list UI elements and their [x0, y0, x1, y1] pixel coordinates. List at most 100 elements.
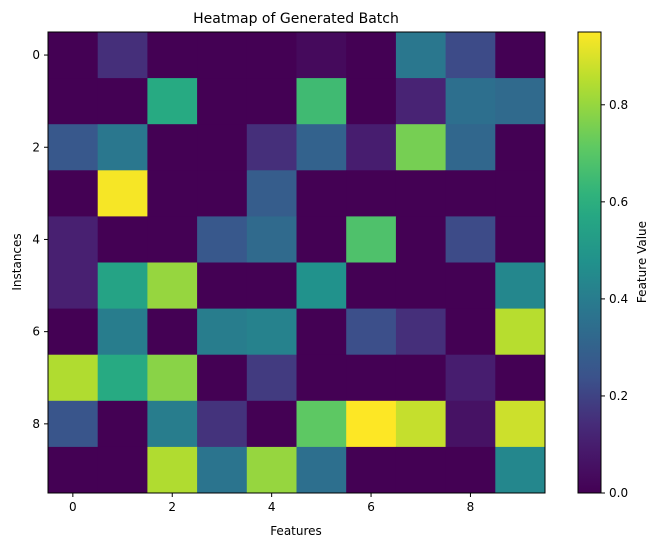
heatmap-cell [445, 32, 496, 79]
colorbar-tick-label: 0.4 [609, 292, 628, 306]
heatmap-cell [97, 124, 148, 171]
heatmap-cell [495, 124, 546, 171]
heatmap-cell [346, 32, 397, 79]
heatmap-cell [445, 170, 496, 217]
heatmap-cell [395, 354, 447, 402]
heatmap-cell [445, 216, 496, 263]
heatmap-cell [296, 446, 347, 494]
heatmap-cell [346, 354, 397, 402]
heatmap-cell [246, 308, 297, 356]
heatmap-cell [97, 78, 148, 125]
heatmap-cell [495, 32, 546, 79]
heatmap-cell [147, 170, 198, 217]
heatmap-cell [296, 400, 347, 448]
heatmap-cell [296, 354, 347, 402]
heatmap-cell [495, 262, 546, 310]
heatmap-cell [495, 216, 546, 263]
heatmap-cell [246, 446, 297, 494]
heatmap-cell [445, 354, 496, 402]
colorbar-frame [577, 31, 602, 494]
heatmap-cell [97, 216, 148, 263]
heatmap-cell [346, 308, 397, 356]
heatmap-cell [97, 308, 148, 356]
heatmap-cell [147, 124, 198, 171]
heatmap-cell [197, 400, 248, 448]
heatmap-cell [147, 354, 198, 402]
heatmap-cell [495, 78, 546, 125]
heatmap-cell [445, 308, 496, 356]
heatmap-cell [296, 78, 347, 125]
heatmap-cell [48, 446, 99, 494]
heatmap-cell [197, 124, 248, 171]
heatmap-cell [346, 170, 397, 217]
heatmap-cell [48, 170, 99, 217]
heatmap-cell [246, 262, 297, 310]
heatmap-cell [48, 32, 99, 79]
heatmap-cell [395, 78, 447, 125]
heatmap-cell [147, 400, 198, 448]
heatmap-cell [395, 124, 447, 171]
heatmap-cell [445, 446, 496, 494]
heatmap-cell [48, 78, 99, 125]
heatmap-cell [197, 216, 248, 263]
heatmap-cell [395, 170, 447, 217]
heatmap-cell [48, 216, 99, 263]
heatmap-cell [147, 78, 198, 125]
heatmap-cell [97, 262, 148, 310]
heatmap-cell [346, 400, 397, 448]
heatmap-cell [197, 32, 248, 79]
heatmap-cell [197, 446, 248, 494]
heatmap-cell [346, 216, 397, 263]
heatmap-cell [147, 262, 198, 310]
y-axis: 0 2 4 6 8 [32, 48, 48, 431]
x-tick-label: 2 [168, 500, 176, 514]
heatmap-cell [48, 400, 99, 448]
heatmap-cell [495, 446, 546, 494]
heatmap-cell [296, 32, 347, 79]
heatmap-cell [246, 354, 297, 402]
heatmap-cell [346, 124, 397, 171]
x-axis: 0 2 4 6 8 [69, 493, 474, 514]
heatmap-cell [197, 354, 248, 402]
heatmap-cell [346, 78, 397, 125]
heatmap-cell [246, 216, 297, 263]
heatmap-cell [97, 354, 148, 402]
heatmap-cell [495, 170, 546, 217]
heatmap-cell [97, 446, 148, 494]
heatmap-cell [395, 216, 447, 263]
heatmap-cell [296, 262, 347, 310]
heatmap-cell [346, 262, 397, 310]
heatmap-cell [246, 400, 297, 448]
y-tick-label: 6 [32, 325, 40, 339]
x-axis-label: Features [270, 524, 322, 538]
heatmap-cell [395, 446, 447, 494]
heatmap-cell [246, 32, 297, 79]
heatmap-cell [48, 262, 99, 310]
heatmap-cell [147, 446, 198, 494]
heatmap-cell [445, 124, 496, 171]
colorbar [578, 32, 601, 493]
heatmap-cell [445, 78, 496, 125]
y-tick-label: 8 [32, 417, 40, 431]
heatmap-cell [246, 124, 297, 171]
colorbar-label: Feature Value [635, 221, 649, 303]
heatmap-cell [97, 400, 148, 448]
heatmap-cell [495, 308, 546, 356]
heatmap-cell [296, 170, 347, 217]
heatmap-cell [147, 216, 198, 263]
chart-title: Heatmap of Generated Batch [193, 11, 399, 27]
heatmap-cells [48, 32, 546, 494]
y-tick-label: 2 [32, 140, 40, 154]
y-tick-label: 0 [32, 48, 40, 62]
heatmap-cell [296, 124, 347, 171]
colorbar-tick-label: 0.2 [609, 389, 628, 403]
heatmap-cell [346, 446, 397, 494]
heatmap-cell [495, 354, 546, 402]
heatmap-cell [246, 170, 297, 217]
x-tick-label: 6 [367, 500, 375, 514]
heatmap-cell [296, 308, 347, 356]
heatmap-cell [197, 170, 248, 217]
y-tick-label: 4 [32, 232, 40, 246]
heatmap-cell [445, 400, 496, 448]
